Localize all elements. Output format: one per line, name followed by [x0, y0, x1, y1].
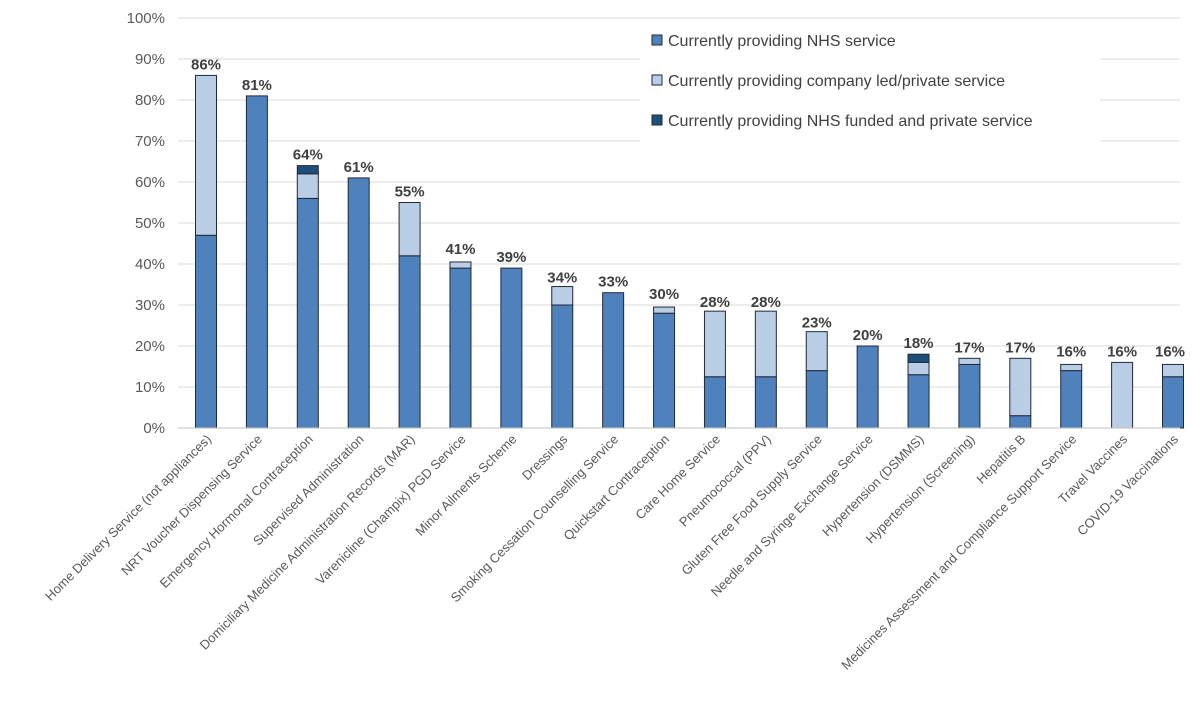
x-category-label: Hypertension (DSMMS)	[819, 432, 927, 540]
y-tick-label: 40%	[135, 256, 165, 273]
bars	[195, 74, 1184, 429]
data-label: 16%	[1107, 343, 1137, 360]
data-label: 17%	[954, 339, 984, 356]
y-tick-label: 50%	[135, 215, 165, 232]
bar-segment-series-1	[958, 357, 981, 365]
bar-segment-series-0	[856, 345, 879, 429]
legend-label-private: Currently providing company led/private …	[668, 73, 1005, 90]
bar-segment-series-1	[1060, 363, 1083, 372]
bar-segment-series-1	[907, 361, 930, 376]
data-label: 64%	[293, 147, 323, 164]
bar-segment-series-1	[703, 310, 726, 378]
legend-background	[640, 22, 1100, 144]
bar-segment-series-1	[653, 306, 676, 314]
y-tick-label: 20%	[135, 338, 165, 355]
data-label: 23%	[802, 315, 832, 332]
bar-segment-series-0	[1009, 415, 1032, 429]
y-tick-label: 80%	[135, 92, 165, 109]
x-category-label: Care Home Service	[632, 432, 723, 523]
bar-segment-series-0	[1162, 376, 1184, 429]
data-label: 20%	[853, 327, 883, 344]
legend-swatch-nhs	[651, 34, 663, 46]
data-label: 61%	[344, 159, 374, 176]
bar-segment-series-0	[958, 363, 981, 429]
data-label: 33%	[598, 274, 628, 291]
category-labels: Home Delivery Service (not appliances)NR…	[42, 431, 1181, 672]
bar-segment-series-1	[1162, 363, 1184, 378]
y-tick-label: 10%	[135, 379, 165, 396]
data-label: 39%	[496, 249, 526, 266]
x-category-label: Pneumococcal (PPV)	[676, 432, 774, 530]
bar-segment-series-1	[1111, 361, 1134, 429]
bar-segment-series-0	[347, 177, 370, 429]
data-label: 30%	[649, 286, 679, 303]
bar-segment-series-0	[449, 267, 472, 429]
bar-segment-series-1	[449, 261, 472, 269]
bar-segment-series-0	[551, 304, 574, 429]
bar-segment-series-1	[805, 331, 828, 372]
data-label: 41%	[445, 241, 475, 258]
data-label: 16%	[1056, 343, 1086, 360]
bar-segment-series-0	[754, 376, 777, 429]
data-label: 55%	[395, 184, 425, 201]
y-tick-label: 30%	[135, 297, 165, 314]
data-label: 81%	[242, 77, 272, 94]
x-category-label: Medicines Assessment and Compliance Supp…	[838, 432, 1079, 673]
legend-swatch-private	[651, 74, 663, 86]
legend: Currently providing NHS service Currentl…	[640, 22, 1100, 144]
data-label: 16%	[1155, 343, 1185, 360]
bar-segment-series-0	[907, 374, 930, 429]
x-category-label: Minor Ailments Scheme	[412, 432, 519, 539]
y-tick-label: 70%	[135, 133, 165, 150]
x-category-label: COVID-19 Vaccinations	[1074, 431, 1181, 538]
data-label: 17%	[1005, 339, 1035, 356]
bar-segment-series-1	[398, 202, 421, 257]
y-tick-label: 60%	[135, 174, 165, 191]
bar-segment-series-0	[602, 292, 625, 429]
bar-segment-series-1	[195, 74, 217, 236]
bar-segment-series-2	[907, 353, 930, 363]
x-category-label: Hepatitis B	[973, 432, 1028, 487]
legend-item-nhs-and-private: Currently providing NHS funded and priva…	[651, 113, 1033, 130]
bar-segment-series-0	[703, 376, 726, 429]
bar-segment-series-0	[245, 95, 268, 429]
data-labels: 86% 81% 64% 61% 55% 41% 39% 34% 33% 30% 28% 28% 23% 2…	[191, 56, 1185, 360]
data-label: 34%	[547, 270, 577, 287]
bar-segment-series-0	[500, 267, 523, 429]
y-tick-label: 100%	[127, 10, 165, 27]
bar-segment-series-0	[195, 234, 217, 429]
data-label: 18%	[904, 335, 934, 352]
y-tick-label: 90%	[135, 51, 165, 68]
bar-segment-series-1	[1009, 357, 1032, 417]
bar-segment-series-1	[296, 173, 319, 199]
bar-segment-series-0	[296, 197, 319, 429]
legend-swatch-nhs-and-private	[651, 114, 663, 126]
legend-item-nhs: Currently providing NHS service	[651, 33, 896, 50]
data-label: 28%	[700, 294, 730, 311]
bar-segment-series-1	[754, 310, 777, 378]
legend-label-nhs-and-private: Currently providing NHS funded and priva…	[668, 113, 1033, 130]
y-axis-tick-labels: 0% 10% 20% 30% 40% 50% 60% 70% 80% 90% 100%	[127, 10, 165, 437]
y-tick-label: 0%	[143, 420, 165, 437]
x-category-label: Hypertension (Screening)	[863, 432, 978, 547]
x-category-label: Dressings	[519, 431, 571, 483]
data-label: 28%	[751, 294, 781, 311]
bar-segment-series-0	[653, 312, 676, 429]
bar-segment-series-0	[1060, 370, 1083, 429]
bar-segment-series-0	[398, 255, 421, 429]
data-label: 86%	[191, 56, 221, 73]
legend-label-nhs: Currently providing NHS service	[668, 33, 896, 50]
legend-item-private: Currently providing company led/private …	[651, 73, 1005, 90]
bar-segment-series-2	[296, 165, 319, 175]
bar-segment-series-0	[805, 370, 828, 429]
bar-segment-series-1	[551, 286, 574, 306]
